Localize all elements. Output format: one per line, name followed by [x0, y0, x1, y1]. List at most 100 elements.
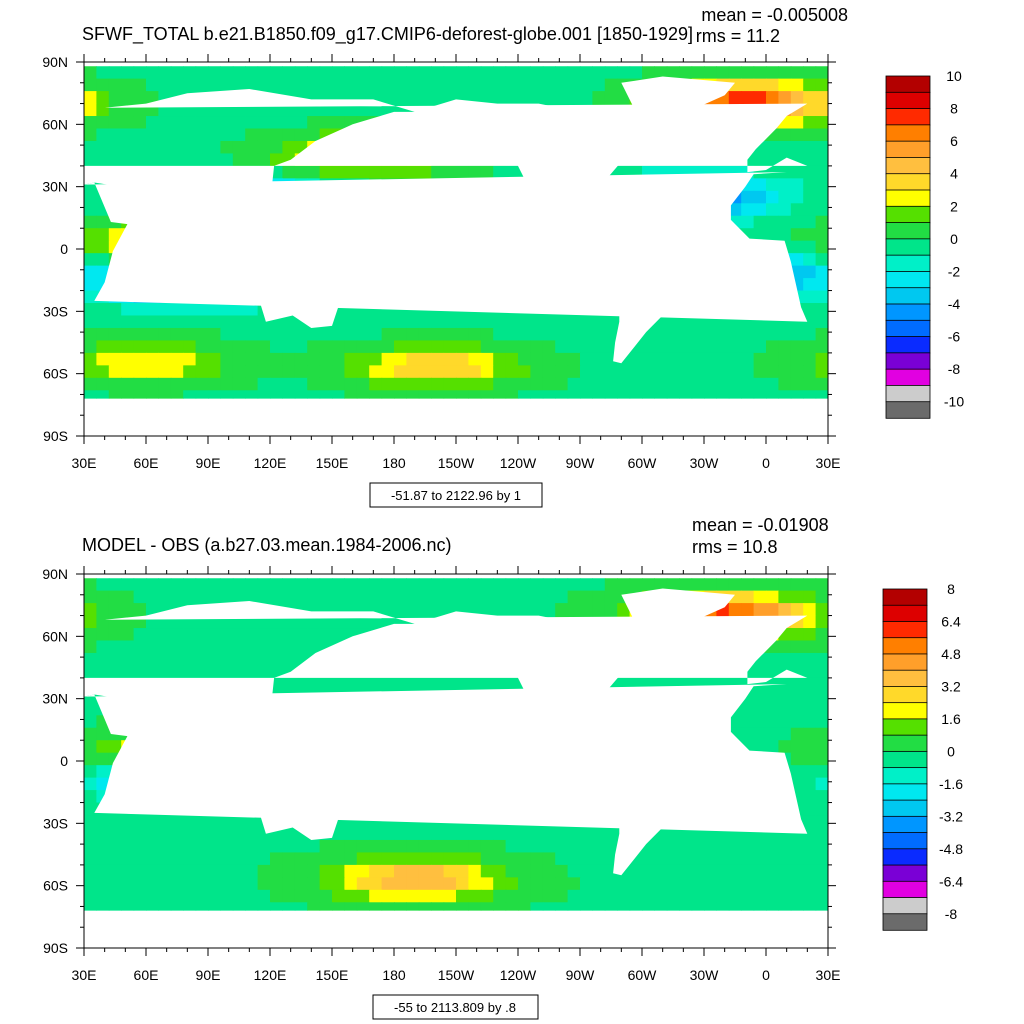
field-cell [208, 78, 221, 92]
field-cell [208, 303, 221, 317]
field-cell [344, 377, 358, 391]
field-cell [195, 578, 209, 592]
field-cell [146, 652, 159, 667]
field-cell [716, 365, 730, 379]
panel-1-mean-label: mean = -0.005008 [701, 5, 848, 25]
field-cell [133, 352, 147, 366]
field-cell [121, 640, 135, 654]
field-cell [468, 66, 482, 80]
field-cell [406, 852, 420, 866]
field-cell [815, 390, 828, 399]
field-cell [666, 578, 680, 592]
field-cell [629, 902, 643, 911]
field-cell [232, 877, 246, 891]
field-cell [183, 390, 197, 399]
field-cell [183, 377, 197, 391]
field-cell [493, 889, 507, 903]
field-cell [381, 839, 395, 854]
field-cell [146, 665, 159, 679]
field-cell [443, 827, 457, 841]
field-cell [270, 615, 283, 629]
field-cell [245, 153, 259, 167]
field-cell [443, 390, 457, 399]
field-cell [158, 839, 172, 854]
panel-2-range-box: -55 to 2113.809 by .8 [372, 994, 539, 1020]
field-cell [183, 902, 197, 911]
field-cell [691, 864, 705, 878]
field-cell [691, 66, 705, 80]
field-cell [456, 677, 469, 691]
field-cell [232, 839, 246, 854]
field-cell [704, 365, 717, 379]
field-cell [245, 864, 259, 878]
field-cell [778, 91, 792, 105]
field-cell [592, 902, 606, 911]
field-cell [493, 578, 507, 592]
field-cell [753, 352, 767, 366]
colorbar-swatch [885, 254, 931, 273]
field-cell [790, 78, 804, 92]
field-cell [133, 889, 147, 903]
field-cell [431, 852, 445, 866]
field-cell [282, 352, 296, 366]
field-cell [282, 889, 296, 903]
field-cell [394, 365, 407, 379]
colorbar-label: 8 [947, 581, 955, 597]
field-cell [158, 628, 172, 642]
field-cell [468, 827, 482, 841]
field-cell [704, 578, 717, 592]
field-cell [443, 578, 457, 592]
field-cell [133, 665, 147, 679]
field-cell [530, 852, 544, 866]
field-cell [766, 228, 779, 242]
field-cell [270, 665, 283, 679]
field-cell [319, 66, 333, 80]
field-cell [146, 128, 159, 142]
field-cell [480, 677, 494, 691]
colorbar-label: -6.4 [939, 873, 963, 889]
field-cell [443, 352, 457, 366]
field-cell [369, 165, 383, 179]
field-cell [716, 66, 730, 80]
field-cell [270, 640, 283, 654]
colorbar-swatch [885, 108, 931, 126]
field-cell [480, 91, 494, 105]
field-cell [344, 340, 358, 354]
field-cell [108, 628, 122, 642]
field-cell [468, 677, 482, 691]
field-cell [84, 228, 97, 242]
field-cell [691, 578, 705, 592]
field-cell [728, 327, 742, 342]
field-cell [232, 140, 246, 155]
field-cell [480, 66, 494, 80]
field-cell [580, 877, 593, 891]
field-cell [158, 153, 172, 167]
field-cell [778, 877, 792, 891]
field-cell [555, 877, 569, 891]
field-cell [555, 315, 569, 329]
field-cell [170, 864, 184, 878]
field-cell [778, 603, 792, 617]
field-cell [741, 365, 755, 379]
field-cell [84, 590, 97, 604]
field-cell [381, 590, 395, 604]
field-cell [493, 78, 507, 92]
field-cell [555, 889, 569, 903]
panel-2: MODEL - OBS (a.b27.03.mean.1984-2006.nc)… [42, 515, 963, 1020]
field-cell [530, 365, 544, 379]
colorbar-swatch [882, 669, 928, 688]
field-cell [96, 603, 110, 617]
field-cell [282, 315, 296, 329]
colorbar-swatch [882, 637, 928, 655]
field-cell [121, 652, 135, 667]
field-cell [133, 327, 147, 342]
field-cell [666, 864, 680, 878]
field-cell [232, 78, 246, 92]
field-cell [220, 652, 234, 667]
field-cell [84, 390, 97, 399]
field-cell [815, 590, 828, 604]
field-cell [257, 652, 271, 667]
field-cell [232, 153, 246, 167]
field-cell [480, 377, 494, 391]
field-cell [96, 240, 110, 254]
